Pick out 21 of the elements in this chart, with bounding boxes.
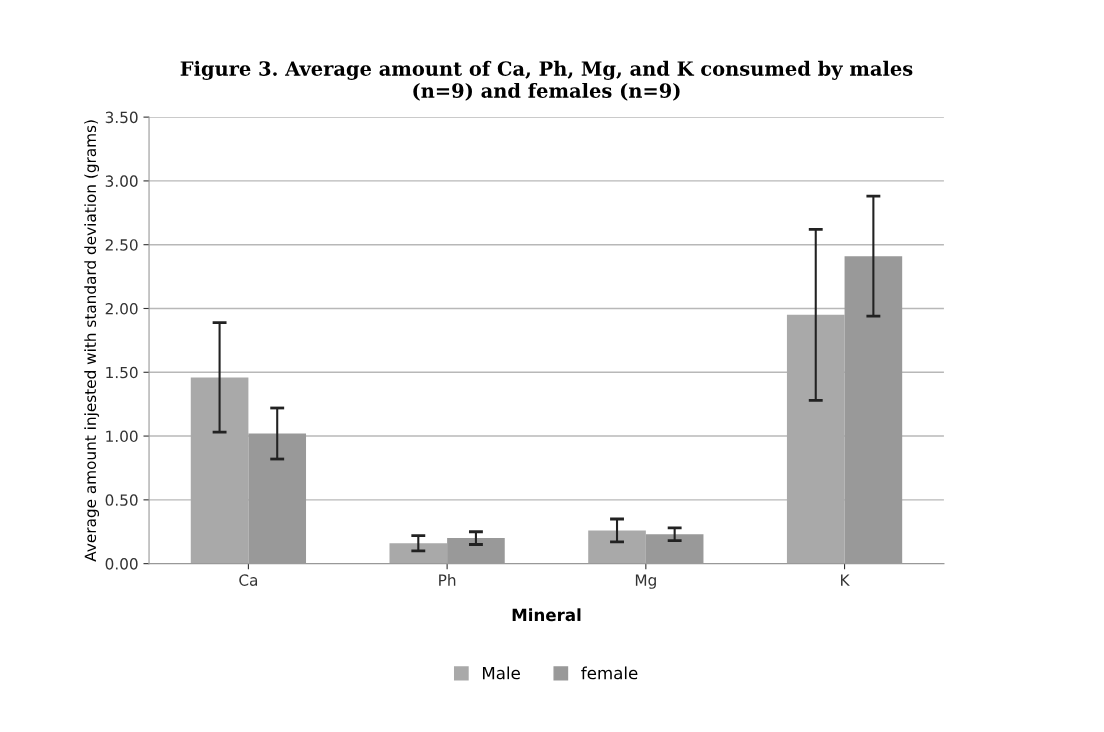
bar <box>588 530 646 564</box>
y-tick-label: 2.50 <box>105 239 138 251</box>
x-tick-label: Ca <box>239 574 258 586</box>
y-tick-label: 1.00 <box>106 430 138 443</box>
y-tick-label: 3.50 <box>105 111 138 124</box>
legend-label: female <box>581 666 638 680</box>
chart-title: Figure 3. Average amount of Ca, Ph, Mg, and K consumed by males (n=9) and females (n=9) <box>180 60 913 101</box>
bar <box>786 314 845 564</box>
y-tick-label: 0.50 <box>105 494 138 506</box>
x-tick-label: Ph <box>439 574 456 586</box>
y-tick-label: 0.00 <box>105 558 138 570</box>
x-tick-label: Mg <box>635 574 656 589</box>
y-tick-label: 1.50 <box>106 366 138 379</box>
x-tick-label: K <box>841 574 850 586</box>
x-axis-title: Mineral <box>512 608 581 622</box>
y-axis-title: Average amount injested with standard deviation (grams) <box>84 120 100 562</box>
y-tick-label: 3.00 <box>105 175 138 187</box>
legend-label: Male <box>482 666 520 680</box>
bar <box>389 543 448 564</box>
y-tick-label: 2.00 <box>105 302 138 315</box>
bar <box>190 377 249 564</box>
